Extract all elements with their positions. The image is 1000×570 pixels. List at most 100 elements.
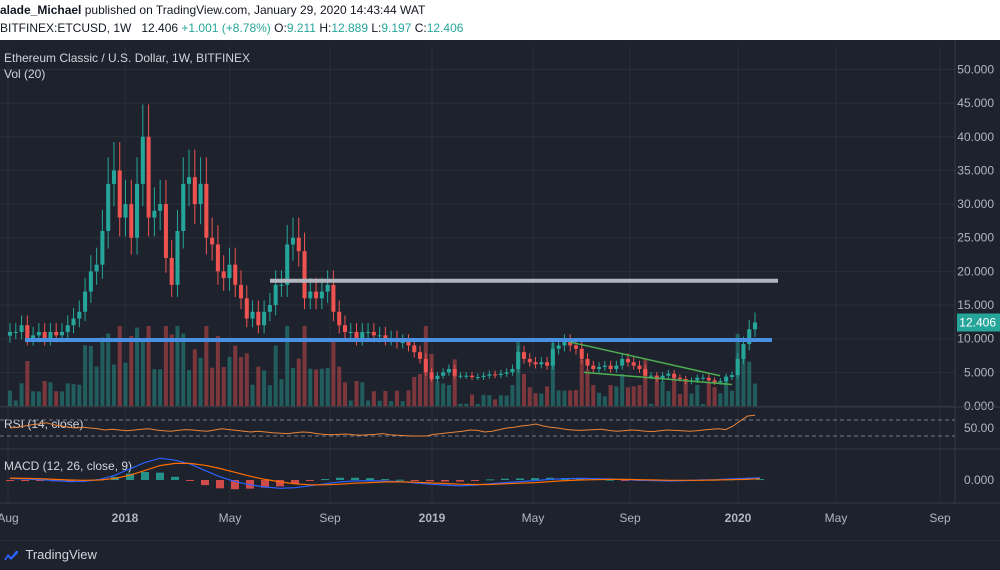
volume-bar bbox=[429, 354, 434, 406]
volume-bar bbox=[452, 359, 457, 406]
volume-bar bbox=[238, 357, 244, 406]
candle-body bbox=[435, 375, 440, 380]
rsi-line bbox=[9, 414, 756, 437]
candle-body bbox=[36, 331, 41, 336]
candle-body bbox=[608, 365, 613, 369]
y-tick-label: 30.000 bbox=[957, 197, 994, 211]
volume-bar bbox=[412, 377, 417, 406]
macd-histogram-bar bbox=[471, 480, 479, 481]
candle-body bbox=[227, 264, 232, 279]
volume-bar bbox=[371, 391, 376, 406]
volume-bar bbox=[752, 383, 758, 406]
candle-body bbox=[181, 183, 186, 231]
volume-bar bbox=[498, 395, 503, 406]
volume-bar bbox=[533, 393, 538, 406]
volume-bar bbox=[579, 359, 584, 406]
x-tick-label: 2019 bbox=[419, 511, 446, 525]
macd-histogram-bar bbox=[336, 477, 344, 480]
volume-bar bbox=[262, 370, 267, 406]
candle-body bbox=[94, 264, 99, 272]
volume-bar bbox=[729, 390, 734, 406]
volume-bar bbox=[146, 326, 151, 406]
volume-bar bbox=[562, 390, 567, 406]
volume-bar bbox=[314, 369, 319, 406]
candle-body bbox=[377, 335, 382, 337]
volume-bar bbox=[689, 393, 694, 406]
candle-body bbox=[539, 362, 544, 365]
chart-svg[interactable]: 50.000 45.000 40.000 35.000 30.000 25.000 20.0… bbox=[0, 40, 1000, 540]
rsi-tick-label: 50.00 bbox=[964, 421, 994, 435]
volume-bar bbox=[718, 393, 723, 406]
volume-bar bbox=[94, 366, 99, 406]
volume-bar bbox=[117, 326, 122, 406]
chart-area[interactable]: 50.000 45.000 40.000 35.000 30.000 25.000 20.0… bbox=[0, 40, 1000, 540]
candle-body bbox=[210, 237, 215, 245]
macd-histogram-bar bbox=[351, 477, 359, 480]
volume-bar bbox=[481, 394, 486, 406]
candle-body bbox=[250, 311, 255, 319]
candle-body bbox=[233, 264, 238, 285]
wedge-lower-line bbox=[583, 371, 733, 386]
macd-histogram-bar bbox=[606, 479, 614, 481]
candle-body bbox=[123, 204, 128, 218]
candle-body bbox=[573, 345, 578, 349]
candle-body bbox=[579, 348, 584, 359]
volume-bar bbox=[475, 403, 480, 406]
macd-histogram-bar bbox=[156, 472, 164, 480]
volume-bar bbox=[273, 345, 278, 406]
volume-bar bbox=[400, 401, 405, 406]
candle-body bbox=[192, 177, 197, 205]
candle-body bbox=[267, 305, 272, 312]
macd-histogram-bar bbox=[621, 480, 629, 481]
volume-bar bbox=[666, 391, 671, 406]
volume-bar bbox=[706, 383, 711, 406]
volume-bar bbox=[163, 326, 168, 406]
candle-body bbox=[129, 204, 134, 238]
volume-bar bbox=[31, 391, 36, 406]
volume-bar bbox=[233, 345, 238, 406]
volume-bar bbox=[302, 326, 307, 406]
candle-body bbox=[290, 237, 296, 245]
volume-bar bbox=[597, 392, 602, 406]
high-label: H: bbox=[319, 21, 332, 35]
volume-bar bbox=[181, 333, 186, 406]
macd-signal-line bbox=[9, 462, 761, 486]
volume-bar bbox=[337, 366, 342, 406]
tradingview-brand[interactable]: TradingView bbox=[4, 547, 97, 562]
candle-body bbox=[111, 170, 116, 184]
candle-body bbox=[31, 335, 36, 339]
volume-bar bbox=[469, 394, 475, 406]
candle-body bbox=[366, 331, 371, 333]
candle-body bbox=[204, 183, 209, 238]
candle-body bbox=[487, 374, 492, 376]
volume-bar bbox=[383, 391, 388, 406]
volume-bar bbox=[701, 403, 706, 406]
macd-histogram-bar bbox=[261, 480, 269, 488]
volume-bar bbox=[510, 385, 515, 406]
volume-bar bbox=[377, 400, 382, 406]
candle-body bbox=[625, 358, 630, 363]
candle-body bbox=[59, 331, 64, 336]
candle-body bbox=[614, 365, 619, 369]
candle-body bbox=[7, 331, 13, 336]
volume-bar bbox=[394, 390, 399, 406]
candle-body bbox=[279, 284, 284, 286]
macd-histogram-bar bbox=[366, 478, 374, 480]
candle-body bbox=[42, 331, 47, 339]
macd-histogram-bar bbox=[486, 479, 494, 481]
volume-bar bbox=[192, 349, 197, 406]
candle-body bbox=[602, 365, 607, 367]
volume-bar bbox=[458, 403, 463, 406]
macd-histogram-bar bbox=[6, 480, 14, 481]
volume-bar bbox=[389, 401, 394, 406]
author-name[interactable]: alade_Michael bbox=[0, 3, 82, 17]
candle-body bbox=[383, 335, 388, 339]
volume-legend: Vol (20) bbox=[4, 67, 45, 81]
volume-bar bbox=[135, 327, 140, 406]
macd-histogram-bar bbox=[456, 480, 464, 482]
macd-histogram-bar bbox=[381, 479, 389, 481]
last-price: 12.406 bbox=[141, 21, 179, 35]
y-tick-label: 0.000 bbox=[964, 399, 994, 413]
candle-body bbox=[735, 358, 740, 376]
candle-body bbox=[308, 291, 313, 299]
